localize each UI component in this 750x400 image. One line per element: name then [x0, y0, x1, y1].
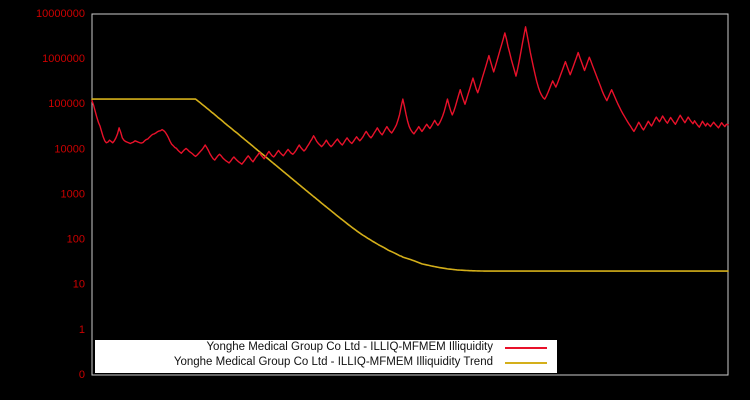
y-axis-tick-label: 100 — [67, 234, 85, 246]
legend-label-illiquidity-trend: Yonghe Medical Group Co Ltd - ILLIQ-MFME… — [173, 356, 493, 368]
y-axis-tick-label: 1000 — [61, 188, 85, 200]
y-axis-tick-label: 0 — [79, 369, 85, 381]
legend-swatch-illiquidity — [505, 346, 547, 349]
y-axis-tick-label: 10000000 — [36, 8, 85, 20]
y-axis-tick-label: 10 — [73, 279, 85, 291]
y-axis-tick-label: 100000 — [48, 98, 85, 110]
legend-label-illiquidity: Yonghe Medical Group Co Ltd - ILLIQ-MFME… — [206, 341, 493, 353]
y-axis-tick-label: 1000000 — [42, 53, 85, 65]
legend-item-illiquidity-trend[interactable]: Yonghe Medical Group Co Ltd - ILLIQ-MFME… — [95, 355, 557, 370]
legend-item-illiquidity[interactable]: Yonghe Medical Group Co Ltd - ILLIQ-MFME… — [95, 340, 557, 355]
y-axis-tick-label: 10000 — [54, 143, 85, 155]
trend-line-series — [91, 98, 729, 272]
legend-swatch-illiquidity-trend — [505, 361, 547, 364]
illiquidity-line-series — [91, 26, 729, 165]
y-axis-tick-label: 1 — [79, 324, 85, 336]
plot-area-border — [91, 13, 729, 376]
chart-legend: Yonghe Medical Group Co Ltd - ILLIQ-MFME… — [95, 340, 557, 373]
